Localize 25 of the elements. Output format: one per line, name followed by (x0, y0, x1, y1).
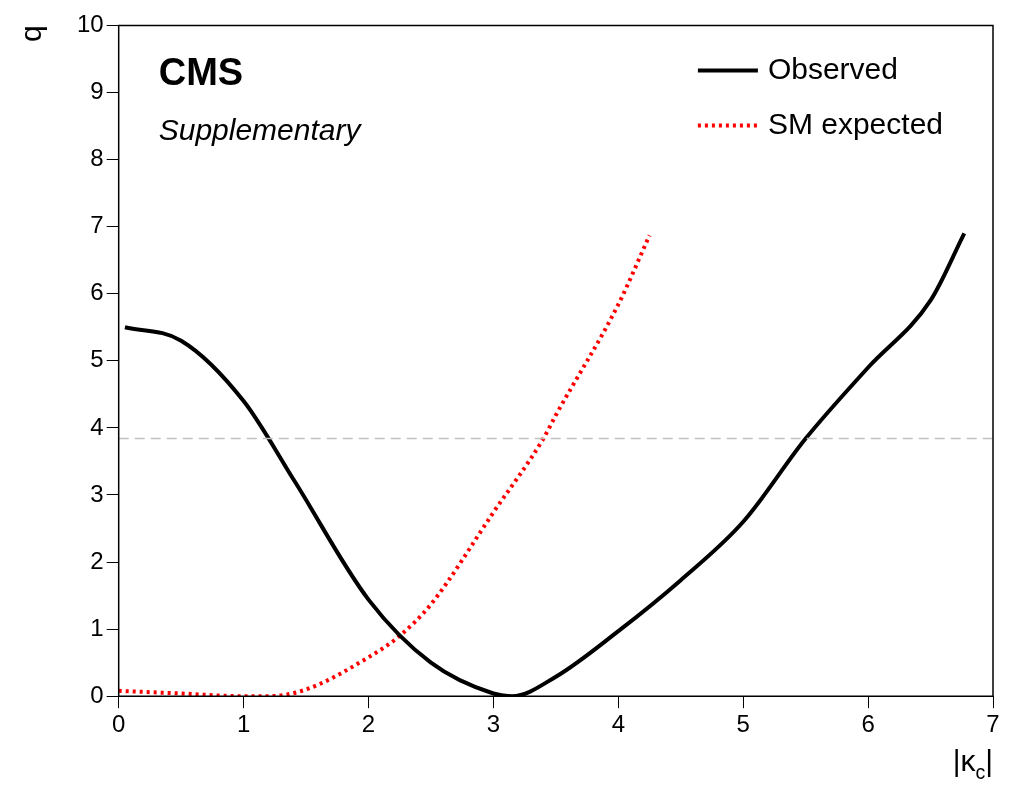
y-tick-label: 0 (90, 680, 104, 708)
y-tick-label: 5 (90, 345, 104, 373)
y-tick-label: 2 (90, 546, 104, 574)
y-tick-label: 7 (90, 211, 104, 239)
y-tick-label: 10 (76, 10, 104, 38)
legend-label: SM expected (767, 106, 943, 140)
legend-label: Observed (767, 51, 898, 85)
x-tick-label: 2 (361, 710, 376, 738)
y-tick-label: 3 (90, 479, 104, 507)
x-tick-label: 3 (486, 710, 501, 738)
annotation: CMS (158, 51, 244, 94)
y-tick-label: 9 (90, 77, 104, 105)
y-tick-label: 8 (90, 144, 104, 172)
x-tick-label: 6 (861, 710, 875, 738)
y-axis-title: q (13, 25, 47, 43)
line-series (118, 233, 652, 697)
y-tick-label: 1 (90, 613, 104, 641)
annotation: Supplementary (158, 113, 363, 147)
y-tick-label: 6 (90, 278, 104, 306)
x-tick-label: 4 (611, 710, 625, 738)
x-tick-label: 7 (986, 710, 1000, 738)
x-tick-label: 1 (236, 710, 251, 738)
x-tick-label: 0 (112, 710, 126, 738)
x-tick-label: 5 (736, 710, 750, 738)
y-tick-label: 4 (90, 412, 104, 440)
